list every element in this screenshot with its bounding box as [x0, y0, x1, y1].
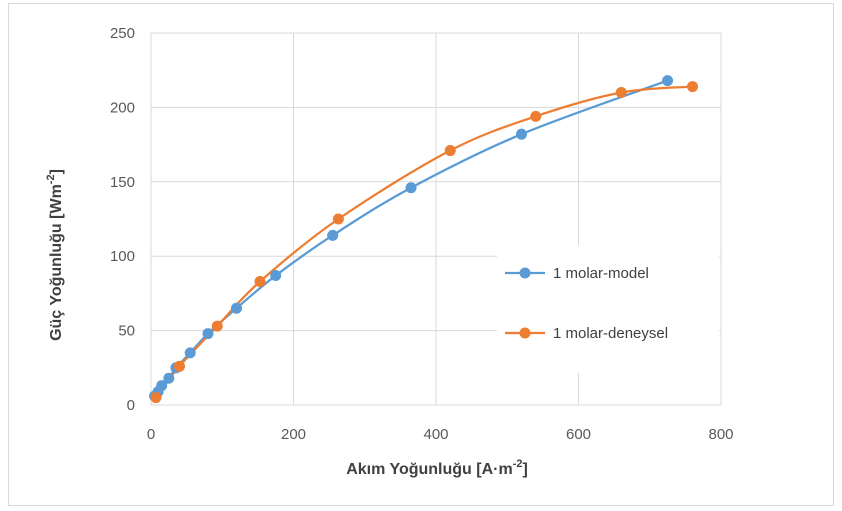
x-tick-label: 0: [147, 426, 155, 443]
y-tick-label: 250: [110, 25, 135, 42]
data-point-series-1: [174, 360, 185, 372]
data-point-series-0: [163, 372, 175, 384]
x-axis-title: Akım Yoğunluğu [A·m-2]: [346, 458, 528, 478]
y-axis-title: Güç Yoğunluğu [Wm-2]: [45, 169, 65, 341]
y-tick-label: 0: [127, 397, 135, 414]
data-point-series-0: [184, 347, 196, 359]
data-point-series-1: [530, 110, 542, 122]
y-axis-title-main: Güç Yoğunluğu [Wm: [48, 184, 65, 341]
x-axis-title-sup: -2: [513, 458, 523, 470]
x-tick-label: 800: [708, 426, 733, 443]
data-point-series-1: [687, 81, 698, 93]
data-point-series-1: [150, 392, 162, 404]
series-line-1: [154, 85, 694, 399]
x-tick-label: 200: [281, 426, 306, 443]
legend: 1 molar-model 1 molar-deneysel: [505, 265, 668, 342]
y-tick-label: 200: [110, 99, 135, 116]
data-point-series-1: [444, 145, 456, 157]
y-axis-title-sup: -2: [45, 174, 57, 184]
y-axis-title-end: ]: [48, 169, 65, 174]
data-point-series-0: [662, 75, 674, 87]
legend-label-1: 1 molar-deneysel: [553, 325, 668, 342]
data-point-series-1: [211, 320, 223, 332]
x-axis-title-end: ]: [522, 461, 527, 478]
plot-area: [150, 32, 722, 406]
legend-marker-1: [519, 327, 531, 339]
y-tick-label: 150: [110, 174, 135, 191]
x-tick-label: 600: [566, 426, 591, 443]
data-point-series-0: [231, 302, 242, 314]
data-point-series-0: [516, 128, 527, 140]
data-point-series-0: [405, 182, 417, 194]
data-point-series-0: [327, 229, 339, 241]
y-tick-label: 50: [118, 323, 135, 340]
data-point-series-1: [254, 275, 266, 287]
y-tick-label: 100: [110, 248, 135, 265]
series-points: [149, 75, 698, 404]
y-tick-labels: 0 50 100 150 200 250: [110, 25, 135, 414]
data-point-series-0: [270, 270, 282, 282]
plot-border: [150, 32, 722, 406]
legend-box: [497, 245, 719, 373]
data-point-series-1: [615, 87, 627, 99]
data-point-series-0: [156, 380, 168, 392]
x-tick-label: 400: [423, 426, 448, 443]
legend-marker-0: [519, 267, 531, 279]
x-tick-labels: 0 200 400 600 800: [147, 426, 734, 443]
data-point-series-0: [202, 328, 214, 340]
legend-label-0: 1 molar-model: [553, 265, 649, 282]
x-axis-title-main: Akım Yoğunluğu [A·m: [346, 461, 513, 478]
data-point-series-1: [332, 213, 344, 225]
